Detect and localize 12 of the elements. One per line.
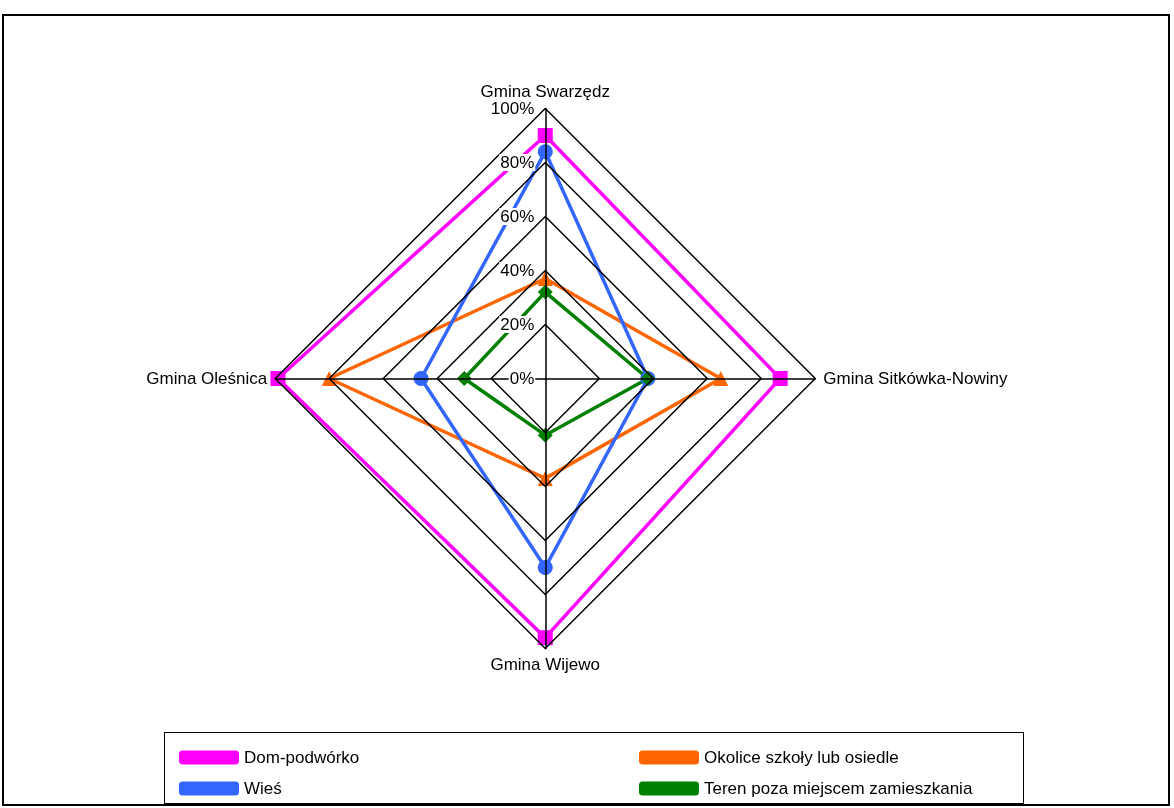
y-tick-label: 20% [500, 314, 535, 334]
spoke-label: Gmina Sitkówka-Nowiny [823, 368, 1008, 388]
legend-label: Teren poza miejscem zamieszkania [704, 779, 973, 798]
spoke-label: Gmina Oleśnica [146, 368, 268, 388]
y-tick-label: 60% [500, 206, 535, 226]
spoke-label: Gmina Wijewo [490, 655, 601, 675]
y-tick-label: 80% [500, 152, 535, 172]
y-tick-label: 40% [500, 260, 535, 280]
legend-label: Dom-podwórko [244, 748, 360, 767]
legend-label: Okolice szkoły lub osiedle [704, 748, 899, 767]
y-tick-label: 0% [509, 368, 535, 388]
legend-label: Wieś [244, 779, 282, 798]
